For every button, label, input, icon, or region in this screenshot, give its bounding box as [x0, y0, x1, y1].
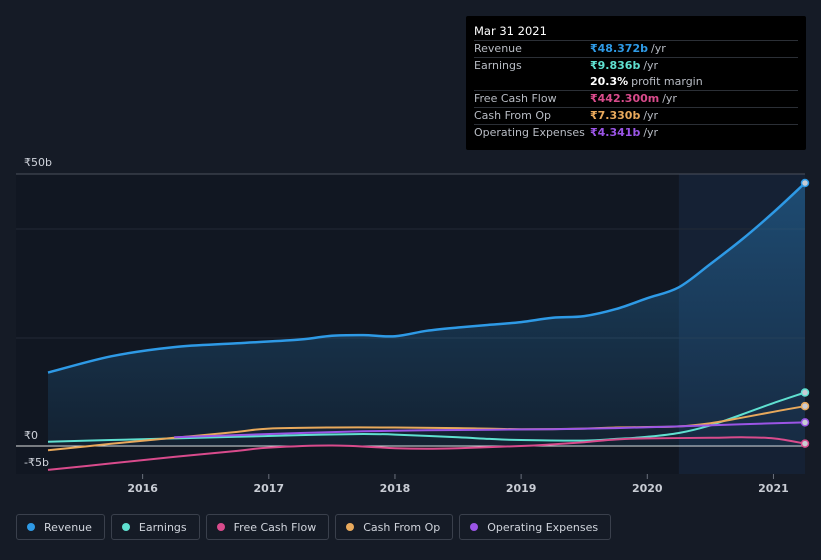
- tooltip-date: Mar 31 2021: [474, 24, 547, 38]
- legend-dot-icon: [121, 523, 130, 531]
- tooltip-row-unit: /yr: [643, 126, 659, 139]
- operating-expenses-endpoint: [800, 418, 810, 427]
- tooltip-row-label: [474, 74, 590, 90]
- tooltip-row: Revenue ₹48.372b/yr: [474, 40, 798, 57]
- x-tick-label-2016: 2016: [127, 482, 158, 495]
- tooltip-row-unit: /yr: [643, 109, 659, 122]
- free-cash-flow-line: [47, 436, 806, 471]
- tooltip-row: Operating Expenses ₹4.341b/yr: [474, 124, 798, 141]
- tooltip-row-value: 20.3%: [590, 75, 629, 88]
- legend-label: Earnings: [138, 520, 187, 534]
- tooltip-row-value: ₹7.330b: [590, 109, 641, 122]
- series-fills: [48, 183, 805, 446]
- legend-label: Cash From Op: [363, 520, 441, 534]
- free-cash-flow-endpoint: [800, 439, 810, 448]
- legend: Revenue Earnings Free Cash Flow Cash From O…: [16, 514, 617, 542]
- series-lines: [47, 182, 806, 471]
- legend-item-earnings[interactable]: Earnings: [110, 514, 200, 540]
- legend-item-operating-expenses[interactable]: Operating Expenses: [459, 514, 612, 540]
- x-tick-label-2020: 2020: [632, 482, 663, 495]
- tooltip-row-label: Earnings: [474, 59, 522, 72]
- operating-expenses-line: [174, 421, 806, 439]
- tooltip-row: 20.3% profit margin: [474, 74, 798, 90]
- revenue-area: [48, 183, 805, 446]
- x-axis-ticks: 2016 2017 2018 2019 2020 2021: [127, 474, 789, 495]
- x-tick-label-2019: 2019: [506, 482, 537, 495]
- x-tick-label-2018: 2018: [380, 482, 411, 495]
- legend-dot-icon: [346, 523, 355, 531]
- tooltip-row: Earnings ₹9.836b/yr: [474, 57, 798, 74]
- legend-dot-icon: [470, 523, 479, 531]
- legend-dot-icon: [216, 523, 225, 531]
- tooltip-row-value: ₹442.300m: [590, 92, 660, 105]
- tooltip-row-label: Free Cash Flow: [474, 92, 557, 105]
- cash-from-op-endpoint: [800, 401, 810, 411]
- y-label-top: ₹50b: [24, 156, 52, 169]
- legend-dot-icon: [27, 523, 35, 531]
- legend-item-free-cash-flow[interactable]: Free Cash Flow: [205, 514, 330, 540]
- revenue-endpoint: [800, 178, 810, 188]
- tooltip-row-unit: /yr: [643, 59, 659, 72]
- earnings-endpoint: [800, 388, 810, 397]
- legend-label: Free Cash Flow: [233, 520, 317, 534]
- tooltip-row-value: ₹4.341b: [590, 126, 641, 139]
- tooltip-row-unit: /yr: [650, 42, 666, 55]
- tooltip-row-value: ₹48.372b: [590, 42, 648, 55]
- tooltip-row-unit: profit margin: [631, 75, 703, 88]
- tooltip-row-unit: /yr: [662, 92, 677, 105]
- tooltip-row: Cash From Op ₹7.330b/yr: [474, 107, 798, 124]
- y-label-zero: ₹0: [24, 429, 38, 442]
- tooltip-row-label: Operating Expenses: [474, 126, 585, 139]
- x-tick-label-2017: 2017: [253, 482, 284, 495]
- legend-label: Revenue: [44, 520, 92, 534]
- tooltip-row: Free Cash Flow ₹442.300m/yr: [474, 90, 798, 107]
- legend-label: Operating Expenses: [487, 520, 599, 534]
- series-endpoints: [800, 178, 810, 448]
- legend-item-cash-from-op[interactable]: Cash From Op: [335, 514, 454, 540]
- tooltip: Mar 31 2021 Revenue ₹48.372b/yr Earnings ₹9…: [466, 16, 806, 150]
- y-label-bottom: -₹5b: [24, 456, 49, 469]
- revenue-line: [47, 182, 806, 374]
- x-tick-label-2021: 2021: [758, 482, 789, 495]
- tooltip-row-label: Revenue: [474, 42, 522, 55]
- legend-item-revenue[interactable]: Revenue: [16, 514, 105, 540]
- tooltip-row-value: ₹9.836b: [590, 59, 641, 72]
- tooltip-row-label: Cash From Op: [474, 109, 552, 122]
